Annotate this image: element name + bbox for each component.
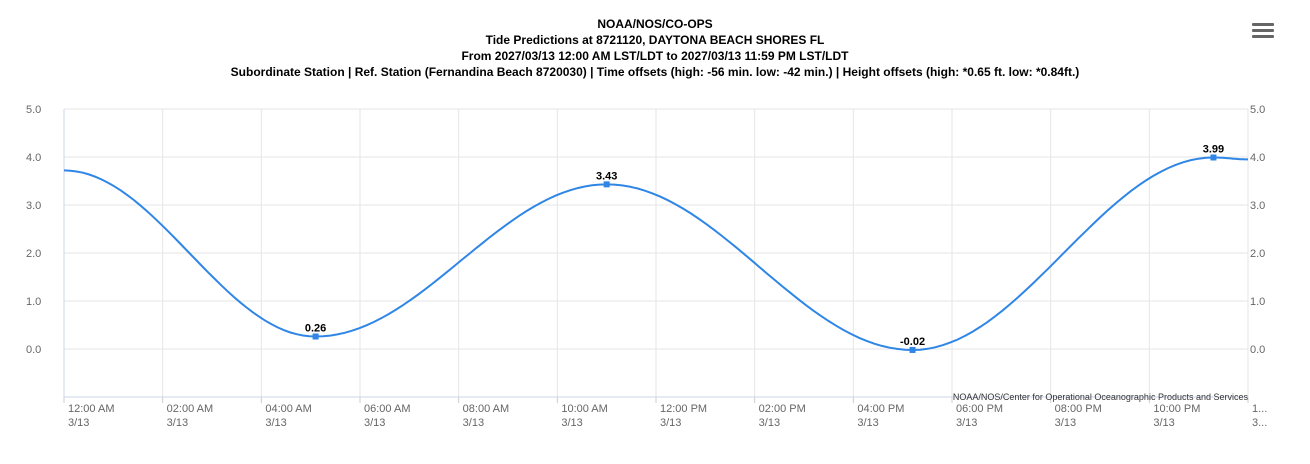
y-tick-label-left: 2.0 (26, 248, 41, 260)
y-tick-label-right: 2.0 (1250, 248, 1265, 260)
chart-credit: NOAA/NOS/Center for Operational Oceanogr… (953, 392, 1249, 402)
y-tick-label-right: 0.0 (1250, 344, 1265, 356)
x-tick-label-time: 04:00 AM (265, 403, 311, 415)
x-tick-label-time: 04:00 PM (857, 403, 904, 415)
y-tick-label-right: 1.0 (1250, 296, 1265, 308)
y-tick-label-left: 1.0 (26, 296, 41, 308)
chart-title-block: NOAA/NOS/CO-OPS Tide Predictions at 8721… (0, 16, 1310, 80)
x-tick-label-date: 3/13 (265, 417, 286, 429)
x-tick-label-time: 08:00 AM (463, 403, 509, 415)
tide-point-marker (312, 333, 319, 340)
x-tick-label-date: 3/13 (1055, 417, 1076, 429)
x-tick-label-date: 3/13 (857, 417, 878, 429)
x-tick-label-date: 3/13 (759, 417, 780, 429)
y-tick-label-left: 3.0 (26, 200, 41, 212)
x-tick-label-date: 3/13 (463, 417, 484, 429)
tide-data-label: 0.26 (305, 323, 326, 335)
tide-data-label: -0.02 (900, 336, 925, 348)
x-tick-label-time: 02:00 PM (759, 403, 806, 415)
x-tick-label-time: 12:00 PM (660, 403, 707, 415)
tide-point-marker (603, 181, 610, 188)
menu-bar (1252, 29, 1274, 32)
tide-data-label: 3.43 (596, 170, 617, 182)
chart-title-line-4: Subordinate Station | Ref. Station (Fern… (230, 65, 1080, 79)
y-tick-label-left: 4.0 (26, 152, 41, 164)
x-tick-label-date: 3/13 (561, 417, 582, 429)
x-tick-label-time: 1... (1252, 403, 1267, 415)
x-tick-label-time: 06:00 AM (364, 403, 410, 415)
x-tick-label-date: 3/13 (68, 417, 89, 429)
x-tick-label-time: 12:00 AM (68, 403, 114, 415)
tide-prediction-line (63, 156, 1248, 352)
menu-bar (1252, 35, 1274, 38)
x-tick-label-date: 3/13 (167, 417, 188, 429)
y-tick-label-right: 5.0 (1250, 104, 1265, 116)
hamburger-menu-icon[interactable] (1252, 23, 1274, 41)
x-tick-label-time: 08:00 PM (1055, 403, 1102, 415)
menu-bar (1252, 23, 1274, 26)
y-tick-label-left: 0.0 (26, 344, 41, 356)
tide-data-label: 3.99 (1203, 143, 1224, 155)
chart-title-line-2: Tide Predictions at 8721120, DAYTONA BEA… (485, 33, 825, 47)
chart-title-line-1: NOAA/NOS/CO-OPS (597, 17, 713, 31)
x-tick-label-time: 02:00 AM (167, 403, 213, 415)
x-tick-label-date: 3/13 (364, 417, 385, 429)
x-tick-label-time: 10:00 AM (561, 403, 607, 415)
x-tick-label-time: 10:00 PM (1153, 403, 1200, 415)
y-tick-label-left: 5.0 (26, 104, 41, 116)
x-tick-label-date: 3... (1252, 417, 1267, 429)
y-tick-label-right: 3.0 (1250, 200, 1265, 212)
chart-title-line-3: From 2027/03/13 12:00 AM LST/LDT to 2027… (461, 49, 849, 63)
x-tick-label-time: 06:00 PM (956, 403, 1003, 415)
tide-point-marker (1210, 154, 1217, 161)
y-tick-label-right: 4.0 (1250, 152, 1265, 164)
x-tick-label-date: 3/13 (1153, 417, 1174, 429)
x-tick-label-date: 3/13 (660, 417, 681, 429)
x-tick-label-date: 3/13 (956, 417, 977, 429)
tide-point-marker (909, 346, 916, 353)
